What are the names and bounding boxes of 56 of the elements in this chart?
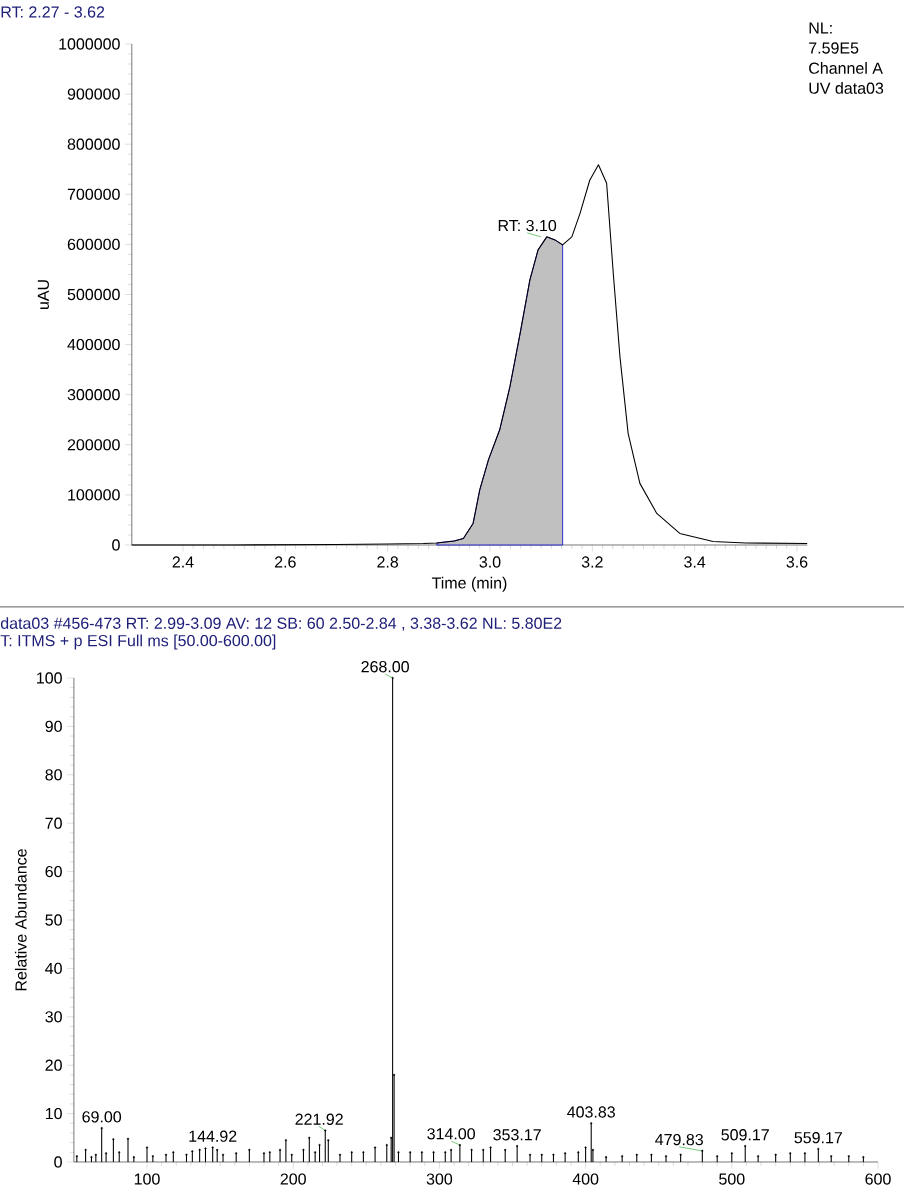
annotation: 221.92 — [295, 1113, 343, 1125]
x-tick-label: 400 — [572, 1173, 599, 1185]
y-tick-label: 700000 — [67, 188, 120, 200]
y-tick-label: 200000 — [67, 439, 120, 451]
x-tick-label: 200 — [280, 1173, 306, 1185]
annotation: 314.00 — [427, 1128, 475, 1140]
annotation: RT: 3.10 — [498, 219, 557, 232]
y-tick-label: 60 — [45, 865, 62, 878]
x-tick-label: 3.2 — [581, 556, 603, 568]
annotation: 479.83 — [655, 1133, 703, 1146]
y-tick-label: 900000 — [67, 88, 120, 100]
y-tick-label: 500000 — [67, 288, 120, 301]
annotation: 144.92 — [189, 1130, 237, 1142]
text: UV data03 — [809, 82, 884, 94]
x-tick-label: 3.0 — [479, 556, 501, 568]
y-tick-label: 600000 — [67, 238, 120, 251]
annotation: 403.83 — [567, 1106, 615, 1118]
y-tick-label: 20 — [45, 1059, 62, 1071]
annotation: 353.17 — [493, 1129, 541, 1141]
x-tick-label: 500 — [719, 1173, 745, 1185]
y-tick-label: 40 — [45, 962, 62, 975]
annotation: 268.00 — [361, 661, 409, 673]
x-axis-title: Time (min) — [431, 576, 507, 592]
y-axis-title: Relative Abundance — [14, 849, 27, 991]
x-tick-label: 3.6 — [786, 556, 808, 568]
annotation: 509.17 — [721, 1129, 769, 1141]
text: Channel A — [809, 62, 883, 74]
y-tick-label: 30 — [45, 1011, 62, 1023]
y-tick-label: 1000000 — [59, 38, 120, 50]
y-tick-label: 90 — [45, 720, 62, 733]
y-tick-label: 50 — [45, 914, 62, 926]
chart-title: RT: 2.27 - 3.62 — [1, 6, 105, 18]
x-tick-label: 2.8 — [377, 556, 399, 568]
x-tick-label: 300 — [426, 1173, 453, 1185]
x-tick-label: 3.4 — [684, 556, 706, 568]
y-tick-label: 100000 — [68, 489, 120, 501]
y-tick-label: 100 — [37, 672, 62, 684]
y-tick-label: 0 — [112, 539, 120, 551]
y-tick-label: 300000 — [67, 389, 120, 401]
chart-subtitle: T: ITMS + p ESI Full ms [50.00-600.00] — [0, 634, 276, 650]
x-tick-label: 2.6 — [274, 556, 296, 568]
y-tick-label: 10 — [45, 1107, 62, 1120]
annotation: 559.17 — [794, 1132, 842, 1144]
x-tick-label: 600 — [865, 1173, 891, 1185]
y-tick-label: 0 — [54, 1156, 62, 1168]
text: NL: — [809, 22, 832, 34]
y-tick-label: 800000 — [67, 138, 120, 150]
chart-title: data03 #456-473 RT: 2.99-3.09 AV: 12 SB: 60 2.50-2.84 , 3.38-3.62 NL: 5.80E2 — [0, 617, 562, 631]
y-tick-label: 400000 — [67, 338, 120, 351]
y-tick-label: 80 — [45, 769, 62, 781]
text: 7.59E5 — [809, 42, 859, 54]
y-axis-title: uAU — [37, 280, 49, 310]
annotation: 69.00 — [82, 1111, 122, 1123]
x-tick-label: 2.4 — [172, 556, 194, 568]
x-tick-label: 100 — [134, 1173, 160, 1185]
y-tick-label: 70 — [45, 817, 62, 829]
